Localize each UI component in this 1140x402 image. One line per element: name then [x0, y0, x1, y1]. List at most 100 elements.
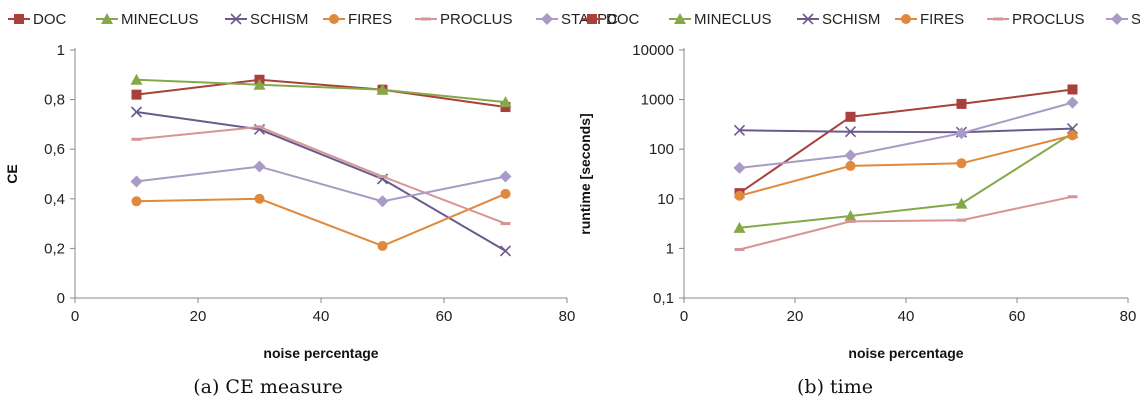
- legend-marker-statpc: [1111, 13, 1123, 25]
- legend-marker-fires: [329, 14, 339, 24]
- series-schism: [733, 123, 1079, 138]
- data-point-fires: [1067, 130, 1078, 141]
- series-line-proclus: [739, 195, 1073, 251]
- x-axis-label: noise percentage: [263, 345, 378, 361]
- series-fires: [734, 130, 1078, 201]
- series-statpc: [130, 160, 512, 208]
- series-line-statpc: [136, 165, 506, 203]
- data-point-doc: [956, 98, 967, 109]
- data-point-fires: [254, 193, 265, 204]
- y-tick-label: 1000: [641, 92, 674, 109]
- legend-label-schism: SCHISM: [250, 11, 308, 28]
- x-tick-label: 60: [436, 308, 453, 325]
- legend-marker-statpc: [541, 13, 553, 25]
- data-point-schism: [499, 245, 512, 257]
- y-tick-label: 0,4: [44, 191, 65, 208]
- x-tick-label: 60: [1009, 308, 1026, 325]
- data-point-schism-stroke-b: [733, 124, 746, 136]
- data-point-mineclus: [253, 78, 266, 90]
- data-point-statpc: [844, 149, 857, 162]
- legend-marker-proclus: [993, 17, 1003, 21]
- data-point-fires: [956, 158, 967, 169]
- data-point-mineclus: [376, 83, 389, 95]
- legend-marker-mineclus: [101, 13, 113, 24]
- x-tick-label: 0: [680, 308, 688, 325]
- legend-item-schism: SCHISM: [797, 11, 880, 28]
- data-point-statpc: [955, 127, 968, 140]
- legend-label-mineclus: MINECLUS: [121, 11, 199, 28]
- data-point-fires: [500, 188, 511, 199]
- chart-ce-measure: DOCMINECLUSSCHISMFIRESPROCLUSSTATPC00,20…: [4, 11, 618, 361]
- y-tick-label: 10: [657, 191, 674, 208]
- legend-label-doc: DOC: [606, 11, 640, 28]
- series-line-doc: [738, 88, 1073, 194]
- legend-label-fires: FIRES: [348, 11, 392, 28]
- legend-marker-mineclus: [674, 13, 686, 24]
- legend-item-fires: FIRES: [895, 11, 964, 28]
- data-point-schism-stroke-b: [130, 106, 143, 118]
- data-point-doc: [1067, 84, 1078, 95]
- legend-marker-fires: [901, 14, 911, 24]
- y-axis-label: CE: [4, 164, 20, 183]
- data-point-statpc: [376, 195, 389, 208]
- series-line-fires: [136, 192, 506, 247]
- data-point-schism: [130, 106, 143, 118]
- series-line-statpc: [739, 101, 1073, 169]
- caption-ce-measure: (a) CE measure: [193, 376, 343, 398]
- data-point-doc: [845, 111, 856, 122]
- legend-item-schism: SCHISM: [225, 11, 308, 28]
- y-axis-label: runtime [seconds]: [577, 113, 593, 234]
- legend-item-doc: DOC: [8, 11, 67, 28]
- data-point-proclus: [956, 218, 967, 222]
- legend: DOC MINECLUS SCHISM FIRES PROCLUS STATPC: [581, 11, 1140, 28]
- y-tick-label: 0,2: [44, 240, 65, 257]
- data-point-mineclus: [844, 210, 857, 222]
- legend-marker-schism: [802, 13, 814, 25]
- data-point-mineclus: [955, 197, 968, 209]
- data-point-fires: [845, 160, 856, 171]
- data-point-statpc: [499, 170, 512, 183]
- data-point-doc: [131, 89, 142, 100]
- x-axis-label: noise percentage: [848, 345, 963, 361]
- data-point-mineclus: [499, 96, 512, 108]
- legend-marker-proclus: [421, 17, 431, 21]
- series-line-schism: [136, 111, 507, 252]
- data-point-proclus: [1067, 195, 1078, 199]
- x-tick-label: 0: [71, 308, 79, 325]
- series-proclus: [734, 195, 1078, 252]
- series-line-mineclus: [136, 78, 506, 104]
- series-mineclus: [733, 127, 1079, 233]
- data-point-mineclus: [130, 73, 143, 85]
- legend-label-proclus: PROCLUS: [1012, 11, 1085, 28]
- data-point-schism-stroke-b: [499, 245, 512, 257]
- x-tick-label: 20: [190, 308, 207, 325]
- data-point-statpc: [733, 161, 746, 174]
- x-tick-label: 20: [787, 308, 804, 325]
- data-point-fires: [734, 190, 745, 201]
- x-tick-label: 40: [313, 308, 330, 325]
- data-point-proclus: [131, 137, 142, 141]
- legend-item-mineclus: MINECLUS: [669, 11, 772, 28]
- y-tick-label: 0,1: [653, 290, 674, 307]
- x-tick-label: 40: [898, 308, 915, 325]
- y-tick-label: 100: [649, 141, 674, 158]
- legend-item-doc: DOC: [581, 11, 640, 28]
- x-tick-label: 80: [559, 308, 576, 325]
- data-point-mineclus: [733, 221, 746, 233]
- series-statpc: [733, 96, 1079, 174]
- data-point-statpc: [130, 175, 143, 188]
- data-point-statpc: [1066, 96, 1079, 109]
- chart-runtime: DOC MINECLUS SCHISM FIRES PROCLUS STATPC 0,1 1 1…: [577, 11, 1140, 361]
- data-point-proclus: [500, 222, 511, 226]
- series-schism: [130, 106, 512, 257]
- data-point-schism: [844, 126, 857, 138]
- data-point-proclus: [845, 219, 856, 223]
- data-point-proclus: [377, 174, 388, 178]
- legend-marker-doc: [587, 14, 597, 24]
- y-tick-label: 1: [666, 240, 674, 257]
- x-tick-label: 80: [1120, 308, 1137, 325]
- legend-label-fires: FIRES: [920, 11, 964, 28]
- legend-item-proclus: PROCLUS: [415, 11, 513, 28]
- legend-label-proclus: PROCLUS: [440, 11, 513, 28]
